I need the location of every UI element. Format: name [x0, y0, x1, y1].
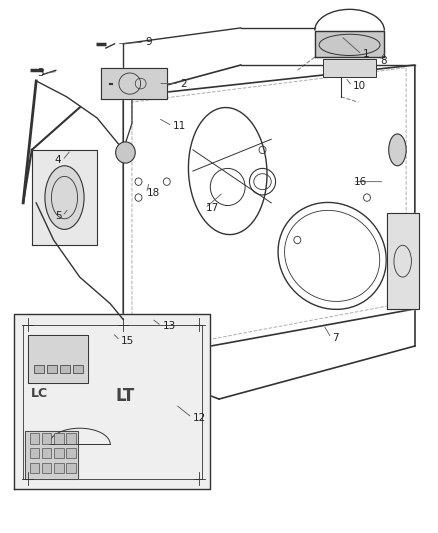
Polygon shape — [14, 314, 210, 489]
Text: 5: 5 — [55, 211, 61, 221]
Text: 12: 12 — [193, 413, 206, 423]
Text: 4: 4 — [55, 156, 61, 165]
Bar — [54, 463, 64, 473]
Bar — [47, 365, 57, 373]
Bar — [30, 463, 39, 473]
Text: 16: 16 — [354, 176, 367, 187]
Text: 3: 3 — [37, 68, 44, 78]
Text: 18: 18 — [147, 188, 160, 198]
Polygon shape — [28, 335, 88, 383]
Ellipse shape — [45, 166, 84, 229]
Polygon shape — [315, 30, 385, 57]
Bar — [73, 365, 83, 373]
Text: 10: 10 — [353, 81, 366, 91]
Bar — [66, 433, 76, 443]
Text: 8: 8 — [380, 56, 387, 66]
Bar — [60, 365, 70, 373]
Bar — [42, 433, 51, 443]
Text: LT: LT — [116, 387, 135, 406]
Polygon shape — [387, 214, 419, 309]
Bar — [30, 433, 39, 443]
Text: 15: 15 — [121, 336, 134, 346]
Bar — [66, 463, 76, 473]
Bar — [42, 463, 51, 473]
Polygon shape — [32, 150, 97, 245]
Bar — [54, 433, 64, 443]
Bar — [323, 59, 376, 77]
Text: 17: 17 — [206, 203, 219, 213]
Text: LC: LC — [31, 387, 48, 400]
Text: 11: 11 — [173, 121, 187, 131]
Polygon shape — [25, 431, 78, 479]
Bar — [34, 365, 44, 373]
Bar — [66, 448, 76, 458]
Bar — [42, 448, 51, 458]
Ellipse shape — [116, 142, 135, 163]
Bar — [30, 448, 39, 458]
Text: 7: 7 — [332, 333, 339, 343]
Text: 2: 2 — [180, 78, 187, 88]
Text: 1: 1 — [363, 50, 369, 59]
Text: 13: 13 — [162, 321, 176, 331]
Text: 9: 9 — [145, 37, 152, 47]
Ellipse shape — [389, 134, 406, 166]
Polygon shape — [102, 68, 167, 100]
Bar — [54, 448, 64, 458]
